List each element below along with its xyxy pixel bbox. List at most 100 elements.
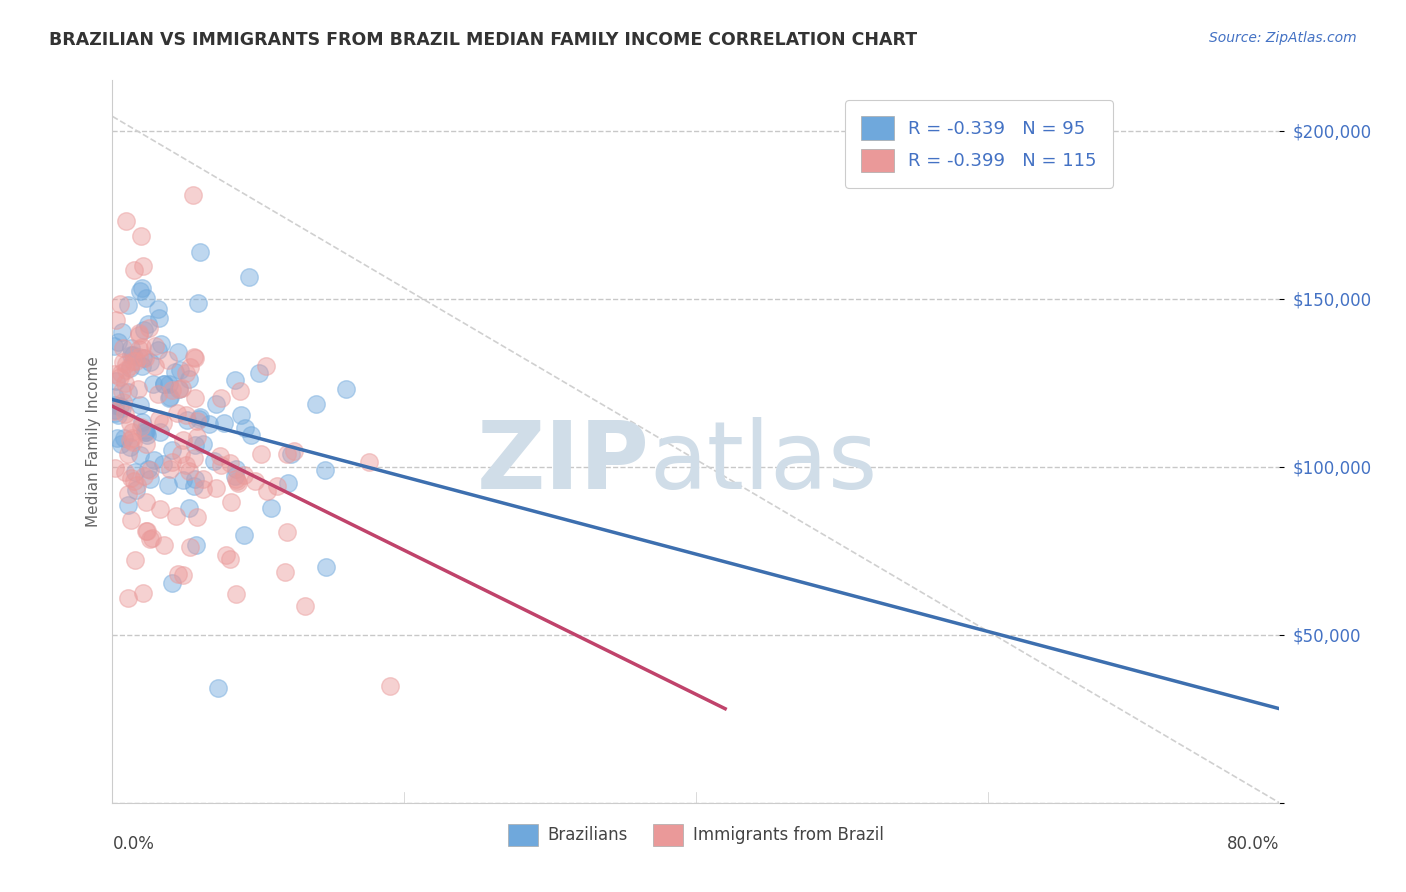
Point bbox=[249, 367, 271, 381]
Point bbox=[172, 433, 194, 447]
Point bbox=[128, 326, 150, 340]
Point bbox=[114, 465, 136, 479]
Point bbox=[122, 348, 145, 362]
Point bbox=[184, 538, 207, 552]
Point bbox=[177, 501, 200, 516]
Point bbox=[207, 681, 229, 696]
Text: BRAZILIAN VS IMMIGRANTS FROM BRAZIL MEDIAN FAMILY INCOME CORRELATION CHART: BRAZILIAN VS IMMIGRANTS FROM BRAZIL MEDI… bbox=[49, 31, 917, 49]
Point bbox=[111, 401, 134, 416]
Point bbox=[208, 449, 231, 463]
Point bbox=[148, 387, 170, 401]
Point bbox=[112, 395, 135, 409]
Point bbox=[209, 458, 232, 472]
Point bbox=[174, 458, 197, 472]
Point bbox=[179, 464, 201, 478]
Point bbox=[186, 510, 208, 524]
Point bbox=[160, 576, 183, 591]
Text: ZIP: ZIP bbox=[477, 417, 650, 509]
Point bbox=[120, 341, 142, 355]
Point bbox=[121, 425, 143, 440]
Point bbox=[183, 392, 205, 406]
Point bbox=[176, 408, 198, 422]
Point bbox=[215, 548, 238, 562]
Point bbox=[156, 478, 179, 492]
Point bbox=[209, 391, 232, 405]
Point bbox=[233, 467, 256, 482]
Point bbox=[186, 414, 208, 428]
Point bbox=[153, 377, 176, 392]
Point bbox=[357, 454, 380, 468]
Point bbox=[277, 475, 299, 490]
Point bbox=[117, 498, 139, 512]
Point bbox=[143, 359, 166, 374]
Point bbox=[103, 367, 125, 381]
Point bbox=[167, 344, 190, 359]
Point bbox=[276, 524, 298, 539]
Point bbox=[176, 366, 198, 380]
Point bbox=[149, 425, 172, 439]
Point bbox=[114, 376, 136, 390]
Point bbox=[112, 431, 135, 445]
Point bbox=[138, 317, 160, 331]
Point bbox=[249, 446, 271, 460]
Point bbox=[229, 384, 252, 399]
Point bbox=[104, 406, 127, 420]
Point bbox=[117, 591, 139, 606]
Point bbox=[187, 296, 209, 310]
Point bbox=[105, 313, 128, 327]
Point bbox=[132, 586, 155, 600]
Point bbox=[120, 433, 142, 447]
Point bbox=[105, 431, 128, 445]
Point bbox=[118, 440, 141, 454]
Point bbox=[314, 463, 336, 477]
Point bbox=[159, 462, 181, 476]
Point bbox=[156, 352, 179, 367]
Point bbox=[165, 365, 187, 379]
Point bbox=[131, 415, 153, 429]
Text: 0.0%: 0.0% bbox=[112, 835, 155, 854]
Point bbox=[129, 398, 152, 412]
Point bbox=[169, 447, 191, 461]
Point bbox=[225, 587, 247, 601]
Point bbox=[135, 524, 157, 538]
Point bbox=[219, 456, 242, 470]
Point bbox=[148, 343, 170, 357]
Point bbox=[124, 553, 146, 567]
Point bbox=[212, 416, 235, 430]
Point bbox=[167, 382, 190, 396]
Point bbox=[110, 436, 132, 450]
Point bbox=[193, 437, 215, 451]
Point bbox=[142, 453, 165, 467]
Point bbox=[104, 374, 127, 388]
Point bbox=[135, 524, 157, 539]
Point bbox=[131, 340, 153, 354]
Point bbox=[128, 342, 150, 356]
Point bbox=[115, 357, 138, 371]
Point bbox=[125, 354, 148, 368]
Point bbox=[219, 495, 242, 509]
Point bbox=[198, 417, 221, 431]
Point bbox=[131, 281, 153, 295]
Point bbox=[139, 533, 162, 547]
Point bbox=[243, 474, 266, 488]
Point bbox=[165, 508, 187, 523]
Point bbox=[239, 428, 262, 442]
Point bbox=[183, 479, 205, 493]
Point bbox=[380, 679, 402, 693]
Point bbox=[128, 350, 150, 364]
Point bbox=[128, 284, 150, 298]
Point bbox=[120, 470, 142, 484]
Point bbox=[184, 471, 207, 485]
Point bbox=[134, 423, 156, 437]
Point bbox=[138, 463, 160, 477]
Point bbox=[138, 321, 160, 335]
Point bbox=[138, 472, 160, 486]
Point bbox=[260, 501, 283, 516]
Point bbox=[121, 432, 143, 446]
Point bbox=[162, 455, 184, 469]
Point bbox=[160, 442, 183, 457]
Point bbox=[167, 382, 190, 396]
Point bbox=[138, 462, 160, 476]
Point bbox=[107, 334, 129, 349]
Legend: Brazilians, Immigrants from Brazil: Brazilians, Immigrants from Brazil bbox=[501, 818, 891, 852]
